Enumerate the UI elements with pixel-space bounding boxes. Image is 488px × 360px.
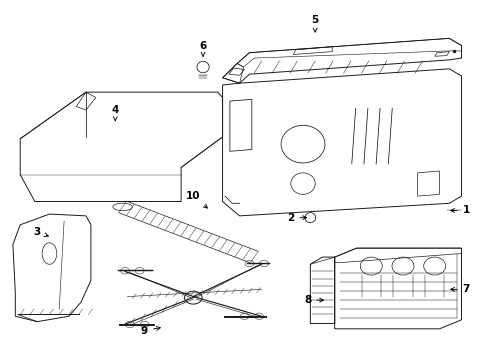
Text: 2: 2 [286, 213, 306, 222]
Text: 5: 5 [311, 15, 318, 32]
Text: 4: 4 [111, 105, 119, 121]
Text: 8: 8 [304, 295, 323, 305]
Text: 3: 3 [34, 227, 48, 237]
Text: 6: 6 [199, 41, 206, 56]
Text: 9: 9 [141, 325, 160, 336]
Text: 1: 1 [450, 206, 469, 216]
Text: 10: 10 [185, 191, 207, 208]
Text: 7: 7 [450, 284, 469, 294]
